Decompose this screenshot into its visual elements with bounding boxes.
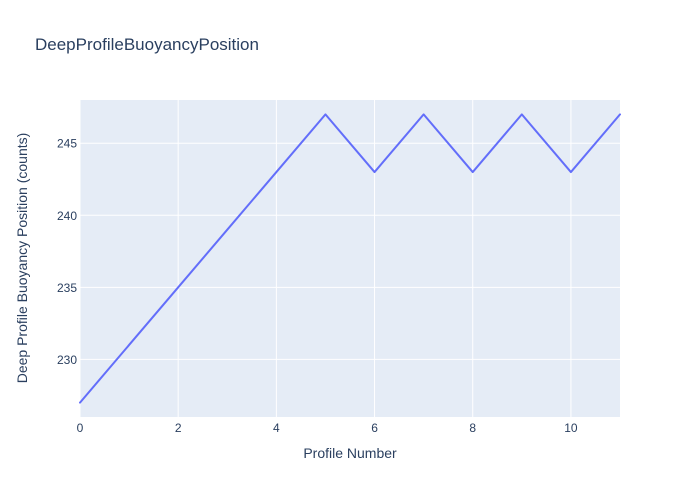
y-tick-label: 240 [57,209,77,223]
y-tick-label: 245 [57,137,77,151]
plot-area[interactable] [79,100,621,417]
x-tick-label: 8 [469,421,476,435]
x-tick-label: 0 [77,421,84,435]
x-axis-title: Profile Number [303,445,397,461]
x-tick-label: 4 [273,421,280,435]
x-tick-label: 2 [175,421,182,435]
y-tick-label: 235 [57,281,77,295]
chart-title: DeepProfileBuoyancyPosition [35,35,259,54]
data-line [79,113,621,404]
y-axis-title: Deep Profile Buoyancy Position (counts) [14,133,30,384]
x-tick-label: 10 [564,421,578,435]
y-tick-label: 230 [57,353,77,367]
x-tick-label: 6 [371,421,378,435]
axes: 0 2 4 6 8 10 230 235 240 245 [57,137,578,435]
plot-background[interactable] [80,100,620,417]
